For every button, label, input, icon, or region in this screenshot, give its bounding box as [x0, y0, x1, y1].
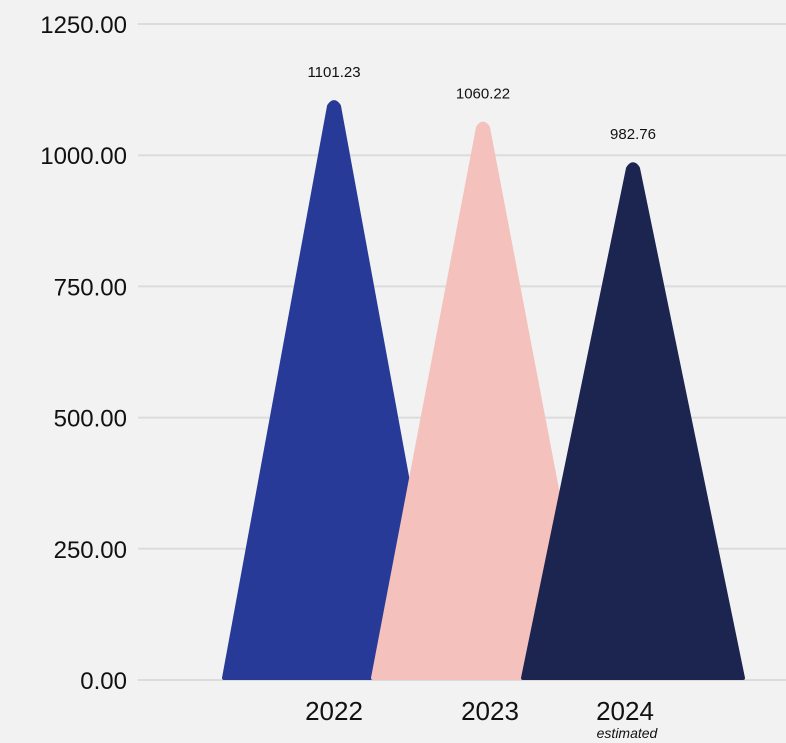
x-tick-label: 2022	[305, 696, 363, 726]
bars	[222, 100, 745, 680]
data-label: 1060.22	[456, 86, 510, 103]
y-tick-label: 1000.00	[40, 143, 127, 170]
bar	[222, 100, 446, 680]
x-tick-note: estimated	[597, 725, 659, 741]
x-tick-label: 2023	[461, 696, 519, 726]
data-labels: 1101.23 1060.22 982.76	[307, 64, 656, 143]
y-axis-ticks: 0.00 250.00 500.00 750.00 1000.00 1250.00	[40, 12, 127, 695]
y-tick-label: 750.00	[54, 274, 127, 301]
data-label: 982.76	[610, 126, 656, 143]
y-tick-label: 0.00	[80, 668, 127, 695]
bar	[371, 121, 595, 680]
y-tick-label: 500.00	[54, 406, 127, 433]
data-label: 1101.23	[307, 64, 360, 81]
bar	[521, 162, 745, 680]
y-tick-label: 1250.00	[40, 12, 127, 39]
x-tick-label: 2024	[596, 696, 654, 726]
y-tick-label: 250.00	[54, 537, 127, 564]
